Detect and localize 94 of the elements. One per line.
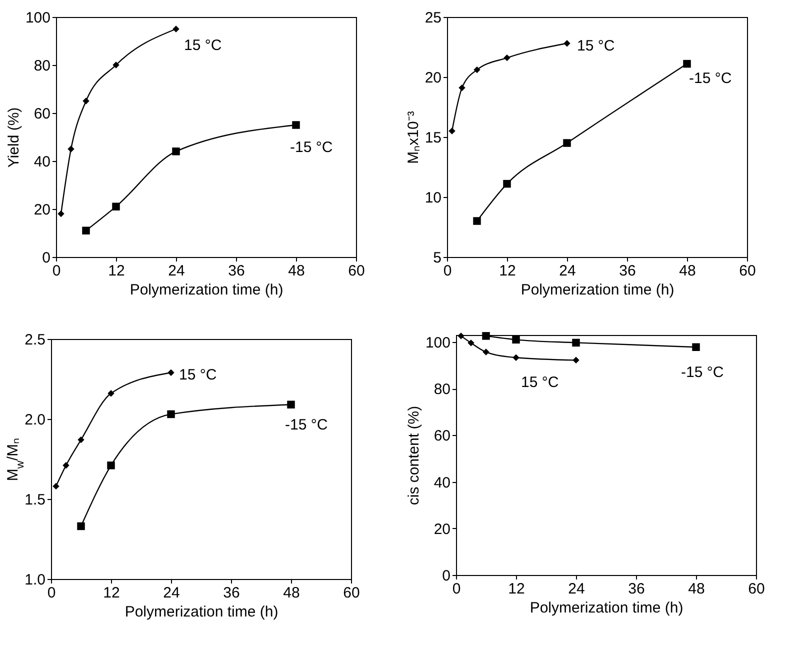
y-tick-label: 2.5 — [24, 332, 46, 348]
y-tick-label: 20 — [424, 70, 442, 86]
x-tick-label: 24 — [559, 262, 576, 280]
y-tick-label: 60 — [34, 106, 50, 122]
point — [458, 332, 464, 340]
x-tick-label: 48 — [688, 580, 705, 598]
point — [473, 217, 481, 225]
x-tick-label: 60 — [343, 584, 360, 602]
x-tick-label: 60 — [748, 580, 765, 598]
point — [167, 410, 175, 418]
x-tick-label: 0 — [52, 262, 61, 280]
series-label: -15 °C — [681, 364, 724, 382]
x-tick-label: 24 — [163, 584, 180, 602]
series-label: 15 °C — [179, 366, 217, 384]
point — [572, 338, 580, 347]
y-tick-label: 0 — [442, 568, 450, 584]
point — [112, 202, 120, 210]
y-tick-label: 2.0 — [24, 412, 46, 428]
point — [503, 180, 511, 188]
point — [77, 522, 85, 530]
y-tick-label: 100 — [25, 10, 50, 26]
x-tick-label: 12 — [508, 580, 525, 598]
point — [172, 148, 180, 156]
point — [564, 40, 570, 47]
y-tick-label: 40 — [434, 474, 450, 492]
point — [107, 462, 115, 470]
x-tick-label: 60 — [739, 262, 756, 280]
x-tick-label: 60 — [348, 262, 365, 280]
x-tick-label: 36 — [223, 584, 240, 602]
point — [482, 348, 490, 356]
point — [58, 210, 64, 218]
y-tick-label: 20 — [434, 520, 450, 538]
point — [692, 343, 700, 351]
point — [52, 482, 60, 490]
point — [683, 60, 691, 68]
point — [82, 226, 90, 234]
x-tick-label: 36 — [628, 580, 645, 598]
y-tick-label: 10 — [424, 190, 442, 206]
x-tick-label: 24 — [568, 580, 585, 598]
point — [287, 400, 295, 408]
point — [68, 146, 74, 152]
y-tick-label: 5 — [433, 250, 442, 266]
series-label: -15 °C — [689, 70, 732, 87]
x-tick-label: 48 — [283, 584, 300, 602]
point — [168, 369, 174, 376]
point — [292, 121, 300, 129]
x-tick-label: 36 — [619, 262, 636, 280]
series-label: 15 °C — [521, 374, 559, 392]
y-tick-label: 80 — [34, 58, 50, 74]
series-label: 15 °C — [577, 37, 615, 54]
y-tick-label: 1.0 — [24, 572, 46, 588]
y-tick-label: 0 — [42, 250, 50, 266]
x-tick-label: 48 — [679, 262, 696, 280]
point — [82, 98, 90, 104]
x-axis-title: Polymerization time (h) — [124, 604, 278, 620]
point — [78, 436, 84, 444]
y-tick-label: 15 — [424, 130, 442, 146]
point — [112, 62, 120, 68]
x-tick-label: 12 — [103, 584, 120, 602]
x-axis-title: Polymerization time (h) — [520, 282, 674, 298]
point — [482, 332, 490, 340]
point — [474, 66, 480, 74]
point — [448, 128, 456, 134]
y-axis-title: cis content (%) — [405, 406, 422, 506]
x-tick-label: 12 — [499, 262, 516, 280]
y-tick-label: 40 — [34, 154, 50, 170]
y-tick-label: 25 — [424, 10, 442, 26]
x-tick-label: 24 — [168, 262, 185, 280]
y-axis-title: Yield (%) — [5, 107, 22, 168]
x-tick-label: 0 — [452, 580, 461, 598]
x-tick-label: 12 — [108, 262, 125, 280]
point — [468, 340, 474, 346]
text: 1.5 — [24, 492, 46, 508]
y-tick-label: 20 — [34, 202, 50, 218]
y-tick-label: 60 — [434, 428, 450, 445]
point — [512, 354, 520, 361]
x-tick-label: 36 — [228, 262, 245, 280]
point — [172, 26, 180, 32]
y-tick-label: 100 — [425, 334, 450, 352]
x-axis-title: Polymerization time (h) — [530, 600, 684, 616]
point — [572, 356, 580, 364]
series-label: -15 °C — [290, 139, 333, 156]
point — [563, 139, 571, 147]
point — [504, 54, 510, 62]
series-label: -15 °C — [285, 416, 328, 434]
x-axis-title: Polymerization time (h) — [130, 282, 284, 298]
series-label: 15 °C — [184, 37, 222, 54]
y-axis-title: Mₙx10⁻³ — [404, 111, 422, 164]
point — [512, 336, 520, 344]
point — [458, 84, 466, 92]
point — [108, 390, 114, 397]
point — [62, 462, 70, 469]
y-tick-label: 80 — [434, 381, 450, 398]
x-tick-label: 48 — [288, 262, 305, 280]
